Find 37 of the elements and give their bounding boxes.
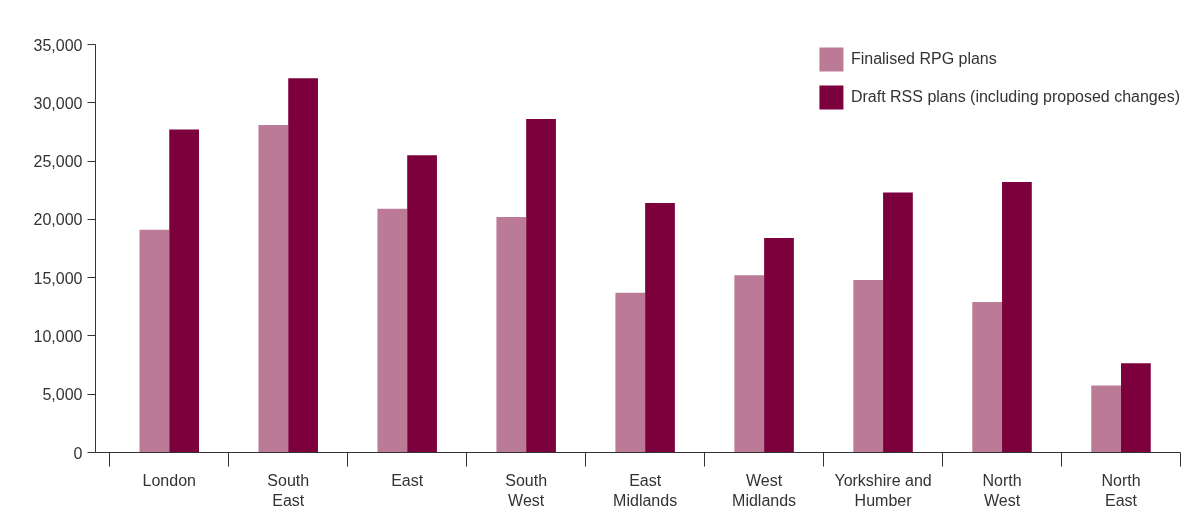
x-tick-label: West Midlands: [732, 471, 797, 509]
x-tick-label: East Midlands: [613, 471, 678, 509]
legend-label: Finalised RPG plans: [850, 50, 997, 68]
bar: [1002, 182, 1032, 453]
bar: [734, 275, 765, 453]
y-tick-label: 20,000: [33, 211, 83, 229]
y-tick-label: 0: [73, 444, 83, 462]
bar: [377, 208, 408, 453]
x-tick-label: Yorkshire and Humber: [834, 471, 932, 509]
bar: [169, 129, 199, 453]
x-tick-label: South West: [505, 471, 548, 509]
x-tick-label: South East: [267, 471, 310, 509]
y-tick-label: 5,000: [42, 386, 83, 404]
bar: [764, 238, 794, 453]
bar: [615, 292, 646, 453]
bar: [1121, 363, 1151, 453]
y-tick-label: 25,000: [33, 153, 83, 171]
bar: [139, 229, 170, 453]
bar: [407, 155, 437, 453]
bar: [288, 78, 318, 453]
legend-label: Draft RSS plans (including proposed changes): [850, 88, 1180, 106]
y-tick-label: 30,000: [33, 94, 83, 112]
x-tick-label: North West: [982, 471, 1022, 509]
y-tick-label: 35,000: [33, 36, 83, 54]
bar: [853, 279, 884, 453]
bar: [972, 302, 1003, 453]
bar: [1091, 385, 1122, 453]
y-tick-label: 10,000: [33, 327, 83, 345]
x-tick-label: North East: [1101, 471, 1141, 509]
bar: [496, 217, 527, 453]
bar: [526, 119, 556, 453]
bar: [883, 192, 913, 453]
bar: [645, 203, 675, 453]
y-tick-label: 15,000: [33, 269, 83, 287]
x-tick-label: London: [142, 471, 196, 489]
x-tick-label: East: [391, 471, 424, 489]
bar: [258, 124, 289, 453]
